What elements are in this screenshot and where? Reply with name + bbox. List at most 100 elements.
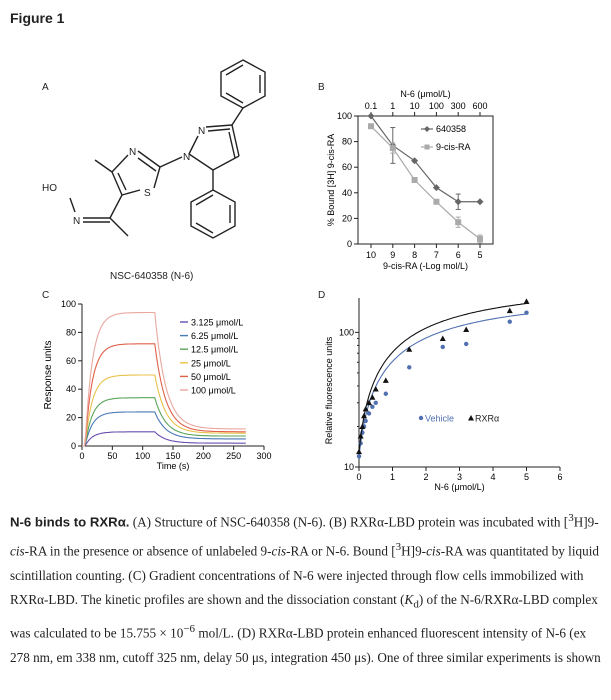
legend-label: 100 μmol/L xyxy=(191,386,236,396)
series-line xyxy=(370,125,481,240)
legend-label: 3.125 μmol/L xyxy=(191,318,243,328)
y-tick-label: 20 xyxy=(342,213,352,223)
x-tick-label: 6 xyxy=(557,472,562,482)
caption-sub: d xyxy=(413,598,419,611)
x-axis-label: 9-cis-RA (-Log mol/L) xyxy=(383,261,468,271)
x-tick-label: 5 xyxy=(524,472,529,482)
data-point xyxy=(359,423,366,429)
data-point xyxy=(506,307,513,314)
x-top-tick-label: 10 xyxy=(410,101,420,111)
y-tick-label: 40 xyxy=(342,188,352,198)
x-tick-label: 300 xyxy=(256,451,271,461)
chart-c: 0 20 40 60 80 100 0 50 100 150 200 250 300 Time (s) Re… xyxy=(43,299,272,471)
data-point xyxy=(369,394,376,400)
legend-label: 6.25 μmol/L xyxy=(191,331,238,341)
data-point xyxy=(432,184,440,192)
data-point xyxy=(362,405,369,412)
legend-label: 9-cis-RA xyxy=(436,142,471,152)
legend-label: 12.5 μmol/L xyxy=(191,345,238,355)
legend-marker xyxy=(424,126,430,132)
data-point xyxy=(476,198,484,206)
data-point xyxy=(464,341,469,347)
x-top-tick-label: 1 xyxy=(390,101,395,111)
x-tick-label: 6 xyxy=(456,250,461,260)
compound-label: NSC-640358 (N-6) xyxy=(110,271,193,282)
y-tick-label: 100 xyxy=(339,327,354,337)
legend-marker xyxy=(418,415,424,421)
y-tick-label: 80 xyxy=(66,327,76,337)
data-point xyxy=(356,454,362,459)
atom-ho: HO xyxy=(42,183,57,194)
caption-italic: cis xyxy=(426,543,441,559)
atom-n2: N xyxy=(183,152,190,163)
legend-label: Vehicle xyxy=(425,414,454,424)
data-point xyxy=(455,219,462,226)
legend-marker xyxy=(424,144,430,150)
data-point xyxy=(411,177,418,183)
y-axis-label: % Bound [3H] 9-cis-RA xyxy=(326,134,336,227)
caption-sup: −6 xyxy=(183,623,196,636)
x-axis-label: Time (s) xyxy=(157,461,190,471)
data-point xyxy=(439,335,446,342)
sensorgram-curve xyxy=(82,397,246,447)
caption-lead: N-6 binds to RXRα. xyxy=(10,514,130,530)
caption-text: -RA in the presence or absence of unlabe… xyxy=(24,543,272,559)
x-tick-label: 9 xyxy=(390,250,395,260)
x-tick-label: 1 xyxy=(390,472,395,482)
x-tick-label: 10 xyxy=(366,250,376,260)
x-tick-label: 4 xyxy=(490,472,495,482)
panel-letter-d: D xyxy=(318,290,326,301)
y-axis-label: Response units xyxy=(43,341,54,410)
y-tick-label: 60 xyxy=(66,356,76,366)
y-tick-label: 40 xyxy=(66,384,76,394)
chart-d: 10 100 0 1 2 3 4 5 6 N-6 (μmol/L) Relative fluores… xyxy=(324,298,563,492)
caption-text: -RA or N-6. Bound [ xyxy=(286,543,396,559)
x-tick-label: 0 xyxy=(79,451,84,461)
chart-b: 0 20 40 60 80 100 10 9 8 7 6 5 0.1 1 10 100 300 600 N-6 (μ… xyxy=(326,89,494,271)
legend-label: RXRα xyxy=(475,414,499,424)
data-point xyxy=(372,385,379,392)
x-top-tick-label: 300 xyxy=(451,101,466,111)
atom-n1: N xyxy=(198,126,205,137)
x-tick-label: 200 xyxy=(196,451,211,461)
x-top-tick-label: 600 xyxy=(472,101,487,111)
sensorgram-curve xyxy=(82,311,246,447)
caption-italic: cis xyxy=(271,543,287,559)
y-tick-label: 80 xyxy=(342,137,352,147)
x-top-tick-label: 0.1 xyxy=(365,101,378,111)
panel-letter-c: C xyxy=(42,290,50,301)
caption-italic: cis xyxy=(10,543,25,559)
caption-sup: 3 xyxy=(568,512,574,524)
atom-n3: N xyxy=(129,147,136,158)
atom-n-oxime: N xyxy=(73,216,80,227)
plot-frame xyxy=(357,115,494,245)
y-axis-label: Relative fluorescence units xyxy=(324,336,334,444)
data-point xyxy=(411,157,419,165)
data-point xyxy=(523,298,530,304)
data-point xyxy=(366,399,373,406)
data-point xyxy=(507,319,512,324)
data-point xyxy=(463,326,470,333)
sensorgram-curve xyxy=(82,343,246,447)
x-tick-label: 5 xyxy=(477,250,482,260)
data-point xyxy=(406,346,413,352)
x-top-tick-label: 100 xyxy=(429,101,444,111)
legend-label: 640358 xyxy=(436,124,466,134)
y-tick-label: 10 xyxy=(344,462,354,472)
fit-curve xyxy=(358,313,529,457)
data-point xyxy=(373,400,378,405)
data-point xyxy=(440,344,445,350)
x-tick-label: 8 xyxy=(412,250,417,260)
series-line xyxy=(370,115,480,203)
data-point xyxy=(363,418,368,424)
y-tick-label: 0 xyxy=(347,239,352,249)
data-point xyxy=(368,123,374,130)
data-point xyxy=(357,432,364,439)
data-point xyxy=(389,145,396,151)
legend-label: 50 μmol/L xyxy=(191,372,231,382)
atom-s: S xyxy=(144,188,151,199)
x-tick-label: 250 xyxy=(226,451,241,461)
caption-sup: 3 xyxy=(395,540,402,553)
y-tick-label: 0 xyxy=(71,441,76,451)
x-tick-label: 150 xyxy=(165,451,180,461)
